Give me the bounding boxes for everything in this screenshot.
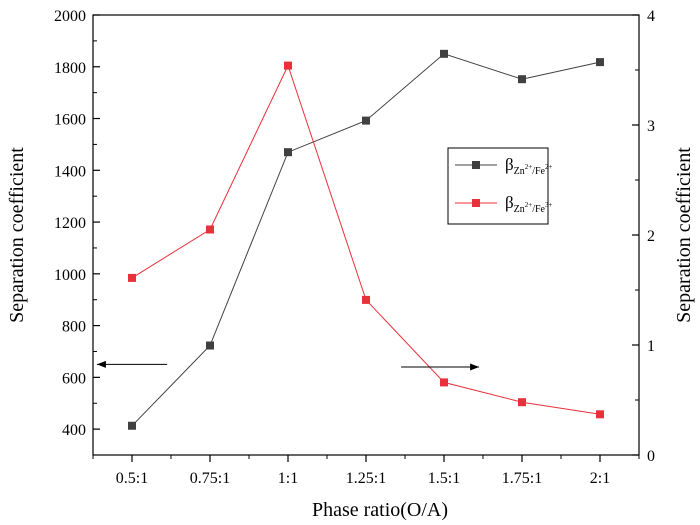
y-left-tick-label: 800 <box>62 319 86 336</box>
y-left-tick-label: 600 <box>62 370 86 387</box>
y-axis-left-label: Separation coefficient <box>6 147 28 323</box>
legend: βZn2+/Fe2+ βZn2+/Fe3+ <box>447 147 553 225</box>
x-axis-label: Phase ratio(O/A) <box>312 499 448 521</box>
arrow-right-head <box>470 363 480 371</box>
series-1-point <box>128 421 136 430</box>
axes: 400 600 800 1000 1200 1400 1600 1800 2000 0 1 2 3 4 0.… <box>54 8 655 487</box>
x-tick-label: 0.5:1 <box>116 470 148 487</box>
legend-label-1: βZn2+/Fe2+ <box>505 155 553 177</box>
plot-frame <box>92 14 640 456</box>
series-1-point <box>284 148 292 157</box>
y-left-tick-label: 1600 <box>54 112 86 129</box>
legend-marker-2 <box>472 199 480 207</box>
y-left-tick-label: 1400 <box>54 163 86 180</box>
series-1-point <box>440 49 448 58</box>
series-1-point <box>206 341 214 350</box>
y-right-tick-label: 4 <box>647 8 655 25</box>
y-left-tick-label: 1800 <box>54 60 86 77</box>
y-right-tick-label: 2 <box>647 228 655 245</box>
y-left-tick-label: 2000 <box>54 8 86 25</box>
series-2-point <box>206 225 214 234</box>
series-1-point <box>596 58 604 67</box>
series-2-point <box>284 61 292 70</box>
series-1-point <box>518 75 526 84</box>
series-1-point <box>362 116 370 125</box>
series-2-point <box>362 295 370 304</box>
series-2-point <box>440 378 448 387</box>
legend-marker-1 <box>472 161 480 169</box>
series-2-point <box>128 273 136 282</box>
series-1-line <box>131 53 601 427</box>
x-tick-label: 0.75:1 <box>190 470 230 487</box>
legend-label-2: βZn2+/Fe3+ <box>505 193 553 215</box>
x-tick-label: 1.25:1 <box>346 470 386 487</box>
y-left-tick-label: 1200 <box>54 215 86 232</box>
y-right-tick-label: 1 <box>647 338 655 355</box>
series-layer <box>128 49 604 430</box>
arrow-left-head <box>96 360 106 368</box>
y-right-tick-label: 3 <box>647 118 655 135</box>
legend-box <box>447 147 549 225</box>
annotations <box>96 360 480 371</box>
x-tick-label: 1.75:1 <box>502 470 542 487</box>
y-left-tick-label: 1000 <box>54 267 86 284</box>
x-tick-label: 2:1 <box>590 470 610 487</box>
series-2-point <box>518 398 526 407</box>
x-tick-label: 1:1 <box>278 470 298 487</box>
series-2-point <box>596 410 604 419</box>
x-tick-label: 1.5:1 <box>428 470 460 487</box>
y-left-tick-label: 400 <box>62 422 86 439</box>
y-axis-right-label: Separation coefficient <box>673 147 695 323</box>
y-right-tick-label: 0 <box>647 448 655 465</box>
